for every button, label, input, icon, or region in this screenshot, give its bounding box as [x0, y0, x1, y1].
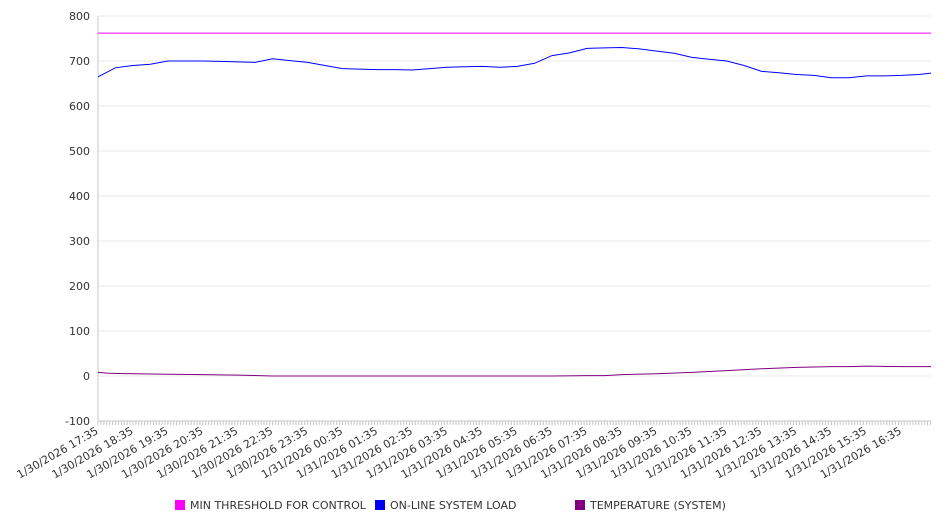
- y-tick-label: 0: [83, 370, 90, 383]
- legend-label: ON-LINE SYSTEM LOAD: [390, 499, 516, 512]
- y-tick-label: 200: [69, 280, 90, 293]
- y-tick-label: 500: [69, 145, 90, 158]
- y-tick-label: 800: [69, 10, 90, 23]
- series-lines: [97, 32, 932, 377]
- y-tick-label: 100: [69, 325, 90, 338]
- y-tick-label: -100: [65, 415, 90, 428]
- x-axis: 1/30/2026 17:351/30/2026 18:351/30/2026 …: [15, 420, 931, 481]
- legend-label: TEMPERATURE (SYSTEM): [589, 499, 726, 512]
- y-tick-label: 400: [69, 190, 90, 203]
- legend-label: MIN THRESHOLD FOR CONTROL: [190, 499, 367, 512]
- y-tick-label: 700: [69, 55, 90, 68]
- series-line-1: [97, 46, 932, 79]
- grid-lines: [98, 15, 931, 377]
- legend: MIN THRESHOLD FOR CONTROL ON-LINE SYSTEM …: [175, 499, 726, 512]
- legend-swatch: [575, 500, 585, 510]
- y-axis: 800 700 600 500 400 300 200 100 0 -100: [65, 10, 99, 428]
- legend-swatch: [175, 500, 185, 510]
- series-line-2: [97, 365, 931, 377]
- y-tick-label: 300: [69, 235, 90, 248]
- legend-swatch: [375, 500, 385, 510]
- y-tick-label: 600: [69, 100, 90, 113]
